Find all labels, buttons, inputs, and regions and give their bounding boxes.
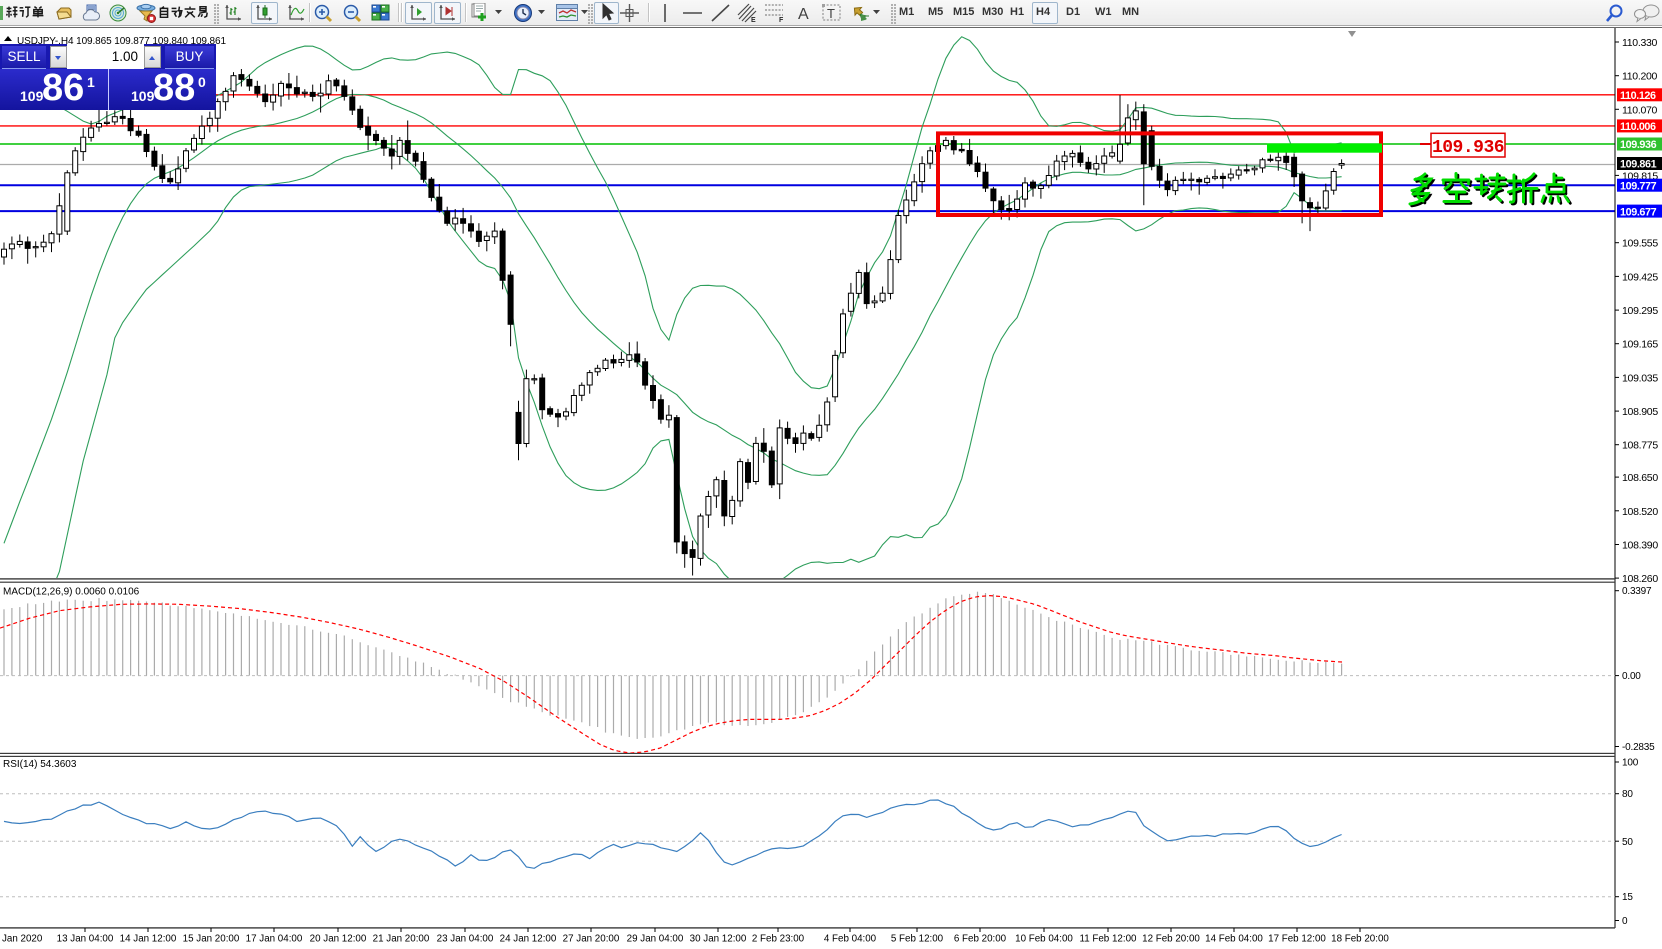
svg-text:110.006: 110.006 xyxy=(1620,121,1656,133)
svg-text:4 Feb 04:00: 4 Feb 04:00 xyxy=(824,934,877,945)
svg-text:109.035: 109.035 xyxy=(1622,372,1658,384)
svg-text:F: F xyxy=(779,17,784,23)
svg-text:109.295: 109.295 xyxy=(1622,305,1658,317)
svg-text:15 Jan 20:00: 15 Jan 20:00 xyxy=(183,934,240,945)
svg-text:20 Jan 12:00: 20 Jan 12:00 xyxy=(310,934,367,945)
svg-text:A: A xyxy=(798,6,809,22)
svg-text:109.555: 109.555 xyxy=(1622,238,1658,250)
svg-text:17 Jan 04:00: 17 Jan 04:00 xyxy=(246,934,303,945)
svg-text:14 Jan 12:00: 14 Jan 12:00 xyxy=(120,934,177,945)
svg-text:0.00: 0.00 xyxy=(1622,671,1641,682)
svg-text:21 Jan 20:00: 21 Jan 20:00 xyxy=(373,934,430,945)
svg-text:110.126: 110.126 xyxy=(1620,90,1656,102)
svg-text:23 Jan 04:00: 23 Jan 04:00 xyxy=(437,934,494,945)
svg-text:109.861: 109.861 xyxy=(1620,159,1657,171)
svg-text:2 Feb 23:00: 2 Feb 23:00 xyxy=(752,934,805,945)
svg-text:24 Jan 12:00: 24 Jan 12:00 xyxy=(500,934,557,945)
svg-text:109.165: 109.165 xyxy=(1622,339,1658,351)
svg-text:0: 0 xyxy=(1622,916,1628,927)
svg-text:108.775: 108.775 xyxy=(1622,440,1658,452)
svg-text:12 Feb 20:00: 12 Feb 20:00 xyxy=(1142,934,1200,945)
svg-text:108.905: 108.905 xyxy=(1622,406,1658,418)
svg-text:109.777: 109.777 xyxy=(1620,180,1657,192)
svg-text:110.330: 110.330 xyxy=(1622,37,1658,49)
svg-text:80: 80 xyxy=(1622,789,1633,800)
svg-text:6 Feb 20:00: 6 Feb 20:00 xyxy=(954,934,1007,945)
svg-text:108.520: 108.520 xyxy=(1622,506,1658,518)
svg-text:T: T xyxy=(827,6,835,21)
svg-text:10 Feb 04:00: 10 Feb 04:00 xyxy=(1015,934,1073,945)
svg-text:27 Jan 20:00: 27 Jan 20:00 xyxy=(563,934,620,945)
svg-text:108.390: 108.390 xyxy=(1622,540,1658,552)
svg-text:108.260: 108.260 xyxy=(1622,573,1658,585)
svg-text:110.070: 110.070 xyxy=(1622,104,1658,116)
svg-text:110.200: 110.200 xyxy=(1622,71,1658,83)
svg-text:0.3397: 0.3397 xyxy=(1622,586,1652,597)
svg-text:14 Feb 04:00: 14 Feb 04:00 xyxy=(1205,934,1263,945)
svg-text:E: E xyxy=(751,17,756,23)
svg-text:109.936: 109.936 xyxy=(1620,139,1657,151)
svg-text:USDJPY-,H4 109.865 109.877 10: USDJPY-,H4 109.865 109.877 109.840 109.8… xyxy=(17,36,226,47)
svg-text:11 Feb 12:00: 11 Feb 12:00 xyxy=(1079,934,1137,945)
svg-text:18 Feb 20:00: 18 Feb 20:00 xyxy=(1331,934,1389,945)
svg-text:30 Jan 12:00: 30 Jan 12:00 xyxy=(690,934,747,945)
svg-text:109.677: 109.677 xyxy=(1620,206,1657,218)
svg-text:MACD(12,26,9) 0.0060 0.0106: MACD(12,26,9) 0.0060 0.0106 xyxy=(3,587,140,598)
svg-text:Jan 2020: Jan 2020 xyxy=(2,934,43,945)
svg-text:13 Jan 04:00: 13 Jan 04:00 xyxy=(57,934,114,945)
svg-text:RSI(14) 54.3603: RSI(14) 54.3603 xyxy=(3,759,77,770)
svg-text:5 Feb 12:00: 5 Feb 12:00 xyxy=(891,934,944,945)
svg-text:29 Jan 04:00: 29 Jan 04:00 xyxy=(627,934,684,945)
svg-text:17 Feb 12:00: 17 Feb 12:00 xyxy=(1268,934,1326,945)
svg-text:15: 15 xyxy=(1622,892,1633,903)
svg-text:50: 50 xyxy=(1622,837,1633,848)
svg-text:109.936: 109.936 xyxy=(1432,138,1504,158)
svg-text:-0.2835: -0.2835 xyxy=(1622,742,1655,753)
svg-text:108.650: 108.650 xyxy=(1622,472,1658,484)
svg-text:100: 100 xyxy=(1622,758,1639,769)
svg-text:109.425: 109.425 xyxy=(1622,271,1658,283)
